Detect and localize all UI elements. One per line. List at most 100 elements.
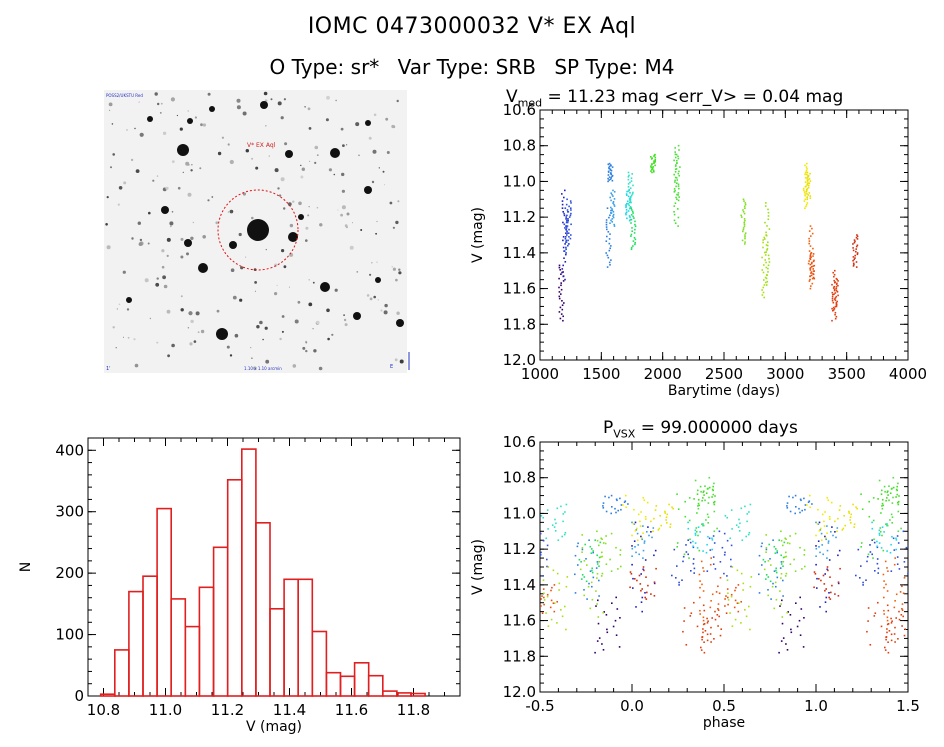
phase-point: [860, 546, 862, 548]
phase-point: [673, 548, 676, 551]
lightcurve-point: [766, 244, 769, 247]
thumbnail-star: [346, 212, 350, 216]
lightcurve-point: [834, 313, 836, 316]
phase-point: [653, 582, 656, 585]
phase-point: [710, 626, 712, 629]
lightcurve-point: [835, 286, 838, 288]
phase-point: [658, 527, 661, 530]
lightcurve-point: [831, 297, 834, 300]
phase-point: [619, 549, 622, 551]
phase-point: [892, 486, 895, 489]
lightcurve-point: [612, 216, 615, 219]
phase-point: [707, 535, 709, 538]
thumbnail-star: [268, 155, 270, 157]
lightcurve-point: [563, 212, 565, 215]
phase-point: [699, 596, 701, 599]
thumbnail-star: [391, 266, 393, 268]
lightcurve-point: [853, 239, 856, 241]
lightcurve-point: [676, 162, 678, 164]
thumbnail-star: [207, 199, 210, 202]
lightcurve-point: [674, 153, 677, 156]
phase-point: [769, 580, 772, 583]
phase-point: [827, 542, 830, 544]
phase-point: [608, 496, 610, 499]
phase-point: [543, 599, 546, 601]
phase-point: [546, 595, 549, 598]
x-tick-label: 10.8: [87, 701, 120, 719]
phase-point: [699, 485, 702, 488]
thumbnail-star: [157, 102, 160, 106]
thumbnail-star: [283, 265, 287, 269]
phase-point: [897, 503, 900, 506]
phase-point: [780, 561, 783, 563]
phase-point: [782, 565, 784, 567]
lightcurve-point: [806, 162, 808, 165]
phase-point: [688, 557, 690, 559]
lightcurve-point: [808, 280, 811, 282]
phase-point: [763, 568, 766, 571]
phase-point: [717, 608, 719, 610]
phase-point: [704, 630, 707, 632]
phase-point: [850, 522, 852, 524]
thumbnail-star: [366, 294, 370, 297]
phase-point: [822, 574, 825, 577]
phase-point: [740, 507, 743, 510]
phase-point: [717, 609, 720, 611]
thumbnail-star: [231, 210, 234, 212]
lightcurve-point: [761, 289, 763, 291]
lightcurve-point: [562, 271, 564, 273]
lightcurve-point: [632, 240, 635, 242]
lightcurve-point: [611, 166, 614, 168]
lightcurve-point: [630, 246, 633, 249]
phase-point: [587, 585, 590, 588]
thumbnail-bright-star: [288, 232, 298, 242]
phase-point: [598, 544, 600, 547]
phase-point: [617, 568, 619, 570]
phase-point: [710, 557, 712, 559]
histogram-bar: [99, 693, 116, 697]
phase-point: [713, 503, 716, 506]
lightcurve-point: [742, 228, 745, 231]
thumbnail-star: [112, 153, 115, 156]
phase-point: [849, 519, 851, 521]
lightcurve-point: [565, 246, 567, 249]
thumbnail-star: [118, 186, 123, 190]
phase-point: [816, 577, 818, 580]
lightcurve-point: [566, 230, 568, 233]
target-circle: [217, 189, 299, 271]
phase-point: [692, 545, 694, 548]
lightcurve-point: [607, 256, 610, 259]
phase-point: [585, 558, 587, 560]
phase-point: [642, 532, 644, 534]
lightcurve-point: [812, 265, 814, 267]
lightcurve-point: [831, 319, 833, 322]
phase-point: [591, 598, 594, 601]
phase-point: [689, 538, 691, 541]
phase-point: [788, 542, 791, 545]
thumbnail-star: [398, 268, 401, 271]
phase-point: [890, 513, 893, 516]
phase-point: [619, 617, 621, 619]
lightcurve-point: [612, 213, 615, 216]
phase-point: [775, 569, 777, 572]
lightcurve-point: [558, 311, 561, 313]
phase-point: [841, 529, 844, 531]
phase-point: [789, 614, 792, 616]
phase-point: [830, 501, 833, 504]
phase-point: [815, 521, 817, 524]
phase-point: [825, 588, 827, 590]
lightcurve-point: [674, 189, 676, 192]
phase-point: [798, 507, 800, 510]
histogram-bar: [241, 448, 257, 697]
lightcurve-point: [565, 239, 568, 242]
lightcurve-point: [628, 201, 631, 204]
phase-point: [806, 504, 808, 506]
phase-point: [644, 592, 646, 594]
phase-point: [676, 546, 678, 548]
phase-point: [860, 565, 862, 567]
lightcurve-point: [765, 234, 768, 237]
lightcurve-point: [856, 252, 859, 254]
phase-point: [703, 623, 706, 625]
phase-point: [804, 504, 807, 506]
thumbnail-star: [155, 282, 160, 287]
